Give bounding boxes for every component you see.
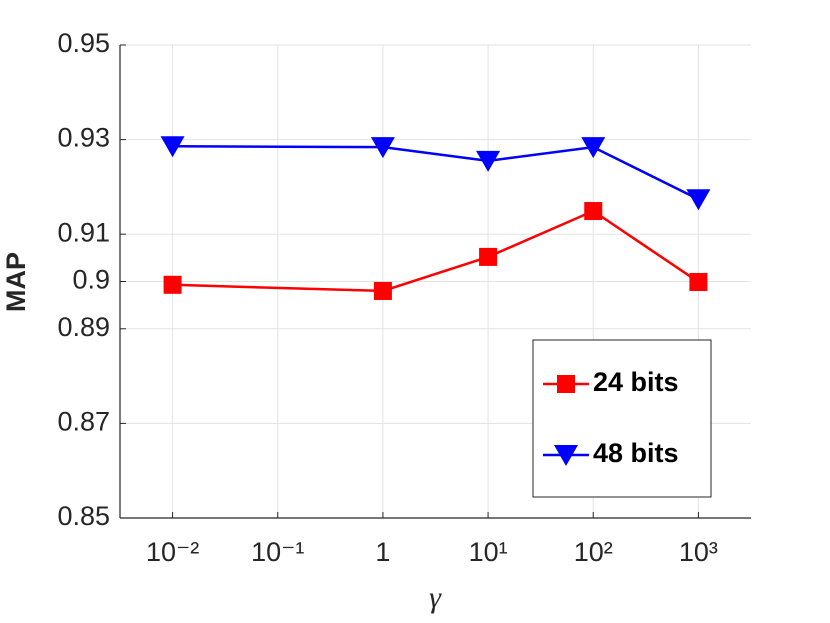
legend-label: 48 bits: [593, 438, 679, 468]
marker: [160, 136, 185, 158]
marker: [163, 275, 182, 294]
legend-label: 24 bits: [593, 367, 679, 397]
y-tick-label: 0.91: [57, 217, 110, 247]
x-tick-label: 10⁻¹: [251, 537, 304, 567]
y-tick-label: 0.89: [57, 312, 110, 342]
series-line: [172, 144, 699, 201]
x-tick-label: 10²: [574, 537, 613, 567]
marker: [584, 202, 603, 221]
y-axis-label: MAP: [1, 252, 31, 312]
y-tick-label: 0.9: [72, 265, 110, 295]
marker: [479, 247, 498, 266]
marker: [557, 375, 575, 393]
x-tick-label: 10¹: [469, 537, 508, 567]
marker: [581, 137, 606, 159]
legend-box: [532, 339, 712, 498]
marker: [370, 137, 395, 159]
y-tick-label: 0.87: [57, 407, 110, 437]
marker: [554, 445, 578, 466]
marker: [476, 150, 501, 172]
y-tick-label: 0.95: [57, 28, 110, 58]
x-tick-label: 10³: [679, 537, 718, 567]
series-line: [172, 209, 700, 293]
marker: [373, 281, 392, 300]
x-axis-label: γ: [429, 581, 442, 614]
x-tick-label: 10⁻²: [146, 537, 199, 567]
y-tick-label: 0.85: [57, 501, 110, 531]
marker: [686, 189, 711, 211]
x-tick-label: 1: [375, 537, 390, 567]
marker: [689, 272, 708, 291]
y-tick-label: 0.93: [57, 123, 110, 153]
